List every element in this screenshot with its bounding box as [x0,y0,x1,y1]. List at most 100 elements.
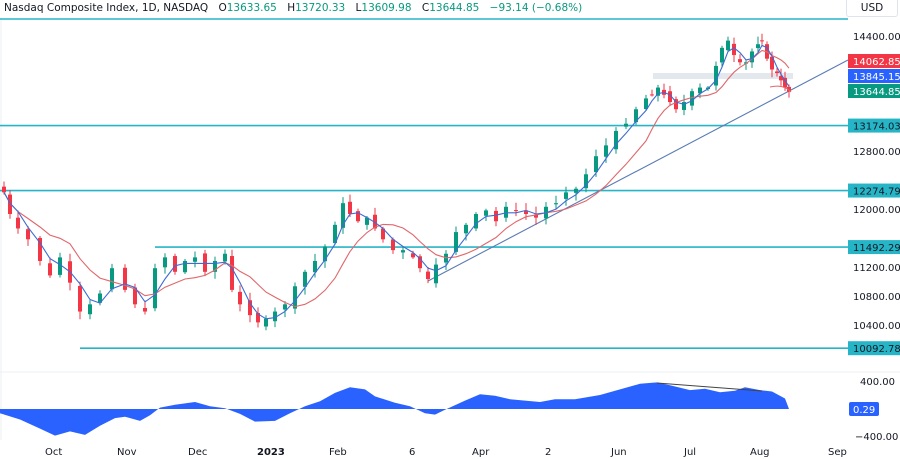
candle-up [698,87,702,94]
candle-up [293,286,297,309]
candle-down [133,287,137,305]
candle-up [365,217,369,225]
time-label-jul: Jul [683,447,696,458]
candle-up [283,304,287,310]
level-price-tags: 13174.03 12274.79 11492.29 10092.78 [848,118,900,356]
time-label-feb: Feb [329,447,347,458]
time-axis[interactable]: Oct Nov Dec 2023 Feb 6 Apr 2 Jun Jul Aug… [45,447,847,458]
last-price-tag [848,84,900,98]
candle-up [58,257,62,275]
candle-down [78,285,82,312]
candle-up [614,130,618,150]
trendline[interactable] [427,59,849,282]
candle-down [203,253,207,272]
close-label: C [421,2,430,14]
candle-down [8,194,12,215]
candle-down [426,271,430,280]
slow-moving-average-line [3,49,790,308]
ma-fast-tag-text: 13845.15 [853,72,900,83]
candle-down [411,253,415,258]
level-tag-text: 10092.78 [853,344,900,355]
candle-down [48,263,52,276]
candle-up [604,145,608,157]
candle-up [434,264,438,284]
osc-tick-neg400: −400.00 [855,432,898,443]
candle-down [668,91,672,103]
candle-up [756,44,760,49]
candle-up [584,174,588,189]
level-tag-text: 12274.79 [853,187,900,198]
candle-up [690,91,694,106]
price-axis[interactable] [848,0,900,459]
candle-up [554,203,558,205]
candle-down [494,210,498,222]
candle-up [213,260,217,272]
high-value: 13720.33 [295,2,346,14]
candle-up [682,102,686,110]
currency-button[interactable]: USD [846,0,898,17]
level-tag [848,341,900,356]
candle-up [464,224,468,234]
candle-down [732,43,736,56]
change-value: −93.14 (−0.68%) [489,2,583,14]
candle-down [348,201,352,215]
candle-up [323,246,327,262]
candle-down [770,56,774,70]
candle-up [223,253,227,262]
level-tag [848,240,900,255]
candle-down [173,256,177,272]
candle-up [193,257,197,262]
candle-down [391,239,395,251]
price-axis-ticks: 14400.00 12800.00 12000.00 11200.00 1080… [853,32,900,332]
fast-moving-average-line [3,44,790,320]
time-label-apr: Apr [472,447,490,458]
divergence-line [656,382,763,392]
candle-down [674,99,678,110]
time-label-nov: Nov [117,447,137,458]
candle-down [373,214,377,229]
candle-up [163,257,167,268]
candle-up [183,260,187,273]
candle-up [454,232,458,252]
candle-up [634,109,638,123]
tick-10800: 10800.00 [853,292,900,303]
candle-up [264,318,268,327]
candle-down [779,76,783,81]
candle-down [738,59,742,63]
level-tag [848,183,900,198]
ma-projection-arc [769,85,792,93]
ma-slow-tag [848,54,900,68]
candle-up [644,98,648,110]
tick-10400: 10400.00 [853,321,900,332]
candle-down [760,40,764,42]
tick-12000: 12000.00 [853,205,900,216]
tick-12800: 12800.00 [853,147,900,158]
low-label: L [355,2,362,14]
candle-up [726,40,730,51]
time-label-aug: Aug [750,447,770,458]
candle-down [650,94,654,96]
high-label: H [287,2,296,14]
candle-down [123,267,127,290]
ma-slow-tag-text: 14062.85 [853,57,900,68]
candle-down [534,214,538,218]
candle-down [2,186,6,193]
candle-down [783,77,787,88]
candle-down [418,256,422,269]
open-label: O [218,2,227,14]
candle-up [98,293,102,303]
osc-tick-400: 400.00 [860,377,895,388]
candle-down [356,211,360,222]
candle-up [594,156,598,173]
candle-down [775,71,779,74]
candle-up [401,250,405,253]
time-label-jun: Jun [610,447,627,458]
candle-down [26,229,30,240]
candle-up [313,260,317,273]
candle-up [656,87,660,96]
candle-up [273,311,277,322]
time-label-oct: Oct [45,447,62,458]
level-tag-text: 11492.29 [853,243,900,254]
level-tag-text: 13174.03 [853,122,900,133]
